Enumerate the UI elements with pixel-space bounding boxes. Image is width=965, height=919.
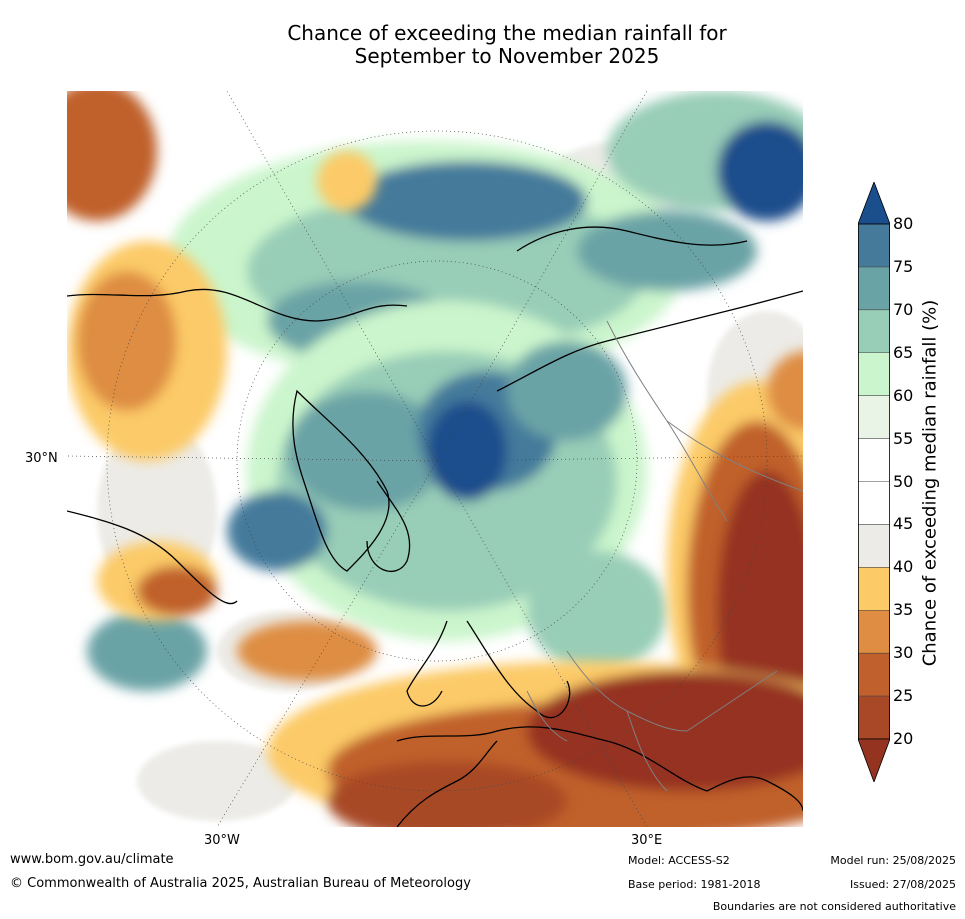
above-median-areas — [87, 91, 803, 731]
colorbar-bin->80 — [858, 182, 890, 225]
base-period: Base period: 1981-2018 — [628, 878, 761, 891]
colorbar-tick-label: 20 — [893, 729, 914, 748]
longitude-label-30e: 30°E — [631, 833, 663, 848]
colorbar-bin-40-45 — [858, 524, 890, 568]
colorbar-label: Chance of exceeding median rainfall (%) — [919, 299, 941, 667]
colorbar-bin-35-40 — [858, 567, 890, 611]
colorbar-tick-label: 45 — [893, 514, 914, 534]
colorbar-tick-label: 70 — [893, 299, 914, 319]
map-title-line-2: September to November 2025 — [354, 44, 660, 68]
colorbar-bin-55-60 — [858, 395, 890, 439]
colorbar-bin-45-50 — [858, 481, 890, 525]
colorbar-bin-25-30 — [858, 653, 890, 697]
colorbar-tick-label: 60 — [893, 385, 914, 405]
model-run-date: Model run: 25/08/2025 — [830, 854, 956, 867]
below-median-areas — [67, 91, 803, 827]
model-name: Model: ACCESS-S2 — [628, 854, 730, 867]
colorbar-tick-label: 55 — [893, 428, 914, 448]
source-website: www.bom.gov.au/climate — [10, 852, 174, 867]
country-borders — [526, 320, 803, 792]
colorbar-bin-70-75 — [858, 266, 890, 310]
colorbar-tick-label: 35 — [893, 600, 914, 620]
colorbar-tick-label: 65 — [893, 342, 914, 362]
colorbar-tick-label: 25 — [893, 686, 914, 706]
copyright-notice: © Commonwealth of Australia 2025, Austra… — [10, 876, 471, 891]
graticule — [67, 91, 803, 827]
latitude-label-30n: 30°N — [25, 451, 58, 466]
colorbar-bin-75-80 — [858, 224, 890, 267]
colorbar-tick-label: 30 — [893, 643, 914, 663]
colorbar — [858, 182, 890, 782]
issued-date: Issued: 27/08/2025 — [849, 878, 956, 891]
colorbar-tick-label: 40 — [893, 557, 914, 577]
map-title-line-1: Chance of exceeding the median rainfall … — [287, 21, 727, 45]
longitude-label-30w: 30°W — [204, 833, 240, 848]
colorbar-tick-label: 80 — [893, 214, 914, 233]
boundary-disclaimer: Boundaries are not considered authoritat… — [712, 900, 956, 913]
colorbar-bin-<20 — [858, 738, 890, 782]
coastlines — [67, 226, 803, 827]
colorbar-bin-65-70 — [858, 309, 890, 353]
colorbar-bin-50-55 — [858, 438, 890, 482]
colorbar-bin-30-35 — [858, 610, 890, 654]
colorbar-bin-20-25 — [858, 696, 890, 739]
colorbar-tick-label: 50 — [893, 471, 914, 491]
colorbar-bin-60-65 — [858, 352, 890, 396]
colorbar-tick-label: 75 — [893, 256, 914, 276]
rainfall-probability-map — [67, 91, 803, 827]
